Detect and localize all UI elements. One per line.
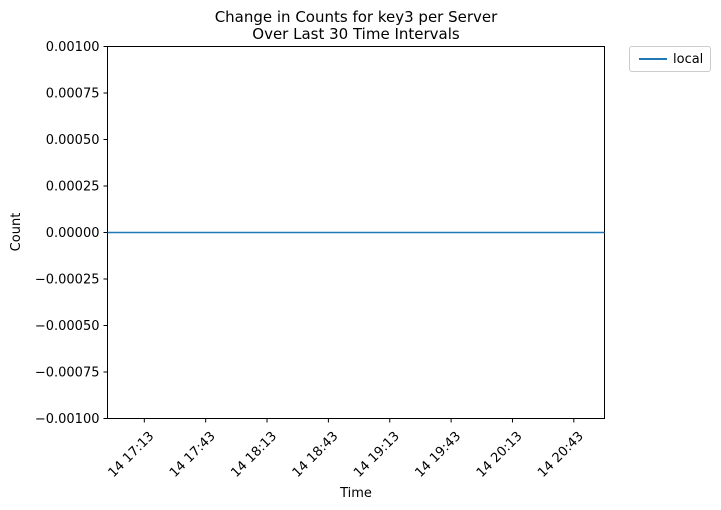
legend: local [629, 46, 711, 72]
y-tick-label: 0.00025 [46, 180, 100, 195]
y-tick-label: −0.00100 [35, 412, 100, 427]
y-axis-ticks: 0.00100 0.00075 0.00050 0.00025 0.00000 −0.00… [35, 40, 108, 427]
y-axis-label: Count [9, 213, 24, 252]
x-tick-label: 14 20:43 [535, 429, 587, 481]
x-tick-label: 14 19:13 [351, 429, 403, 481]
y-tick-label: 0.00000 [46, 226, 100, 241]
x-axis-label: Time [339, 486, 372, 501]
x-tick-label: 14 20:13 [474, 429, 526, 481]
y-tick-label: 0.00100 [46, 40, 100, 55]
chart-title-line-2: Over Last 30 Time Intervals [252, 25, 460, 43]
x-tick-label: 14 18:43 [290, 429, 342, 481]
chart-title-line-1: Change in Counts for key3 per Server [215, 8, 498, 26]
x-tick-label: 14 18:13 [228, 429, 280, 481]
x-tick-label: 14 17:13 [106, 429, 158, 481]
y-tick-label: 0.00050 [46, 133, 100, 148]
x-tick-label: 14 17:43 [167, 429, 219, 481]
legend-line-local [639, 58, 667, 60]
y-tick-label: −0.00025 [35, 273, 100, 288]
y-tick-label: −0.00075 [35, 366, 100, 381]
y-tick-label: −0.00050 [35, 319, 100, 334]
x-tick-label: 14 19:43 [412, 429, 464, 481]
x-axis-ticks: 14 17:13 14 17:43 14 18:13 14 18:43 14 19:13… [106, 418, 587, 481]
y-tick-label: 0.00075 [46, 87, 100, 102]
legend-label-local: local [673, 51, 704, 67]
